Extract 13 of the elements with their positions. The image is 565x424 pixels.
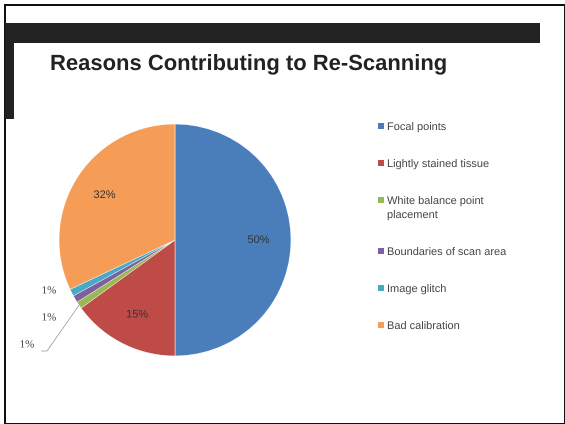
data-label: 1%	[42, 284, 56, 297]
legend-label: Boundaries of scan area	[387, 246, 508, 258]
legend-label: Bad calibration	[387, 320, 460, 332]
data-label: 1%	[20, 338, 34, 351]
data-label: 32%	[93, 189, 116, 202]
chart-title: Reasons Contributing to Re-Scanning	[50, 50, 448, 75]
data-label: 1%	[42, 312, 56, 324]
data-label: 15%	[126, 308, 148, 320]
data-label: 50%	[248, 234, 270, 246]
legend-label: White balance point placement	[387, 194, 484, 221]
legend-label: Image glitch	[387, 282, 446, 295]
legend-label: Focal points	[387, 120, 447, 133]
legend-label: Lightly stained tissue	[387, 158, 490, 170]
